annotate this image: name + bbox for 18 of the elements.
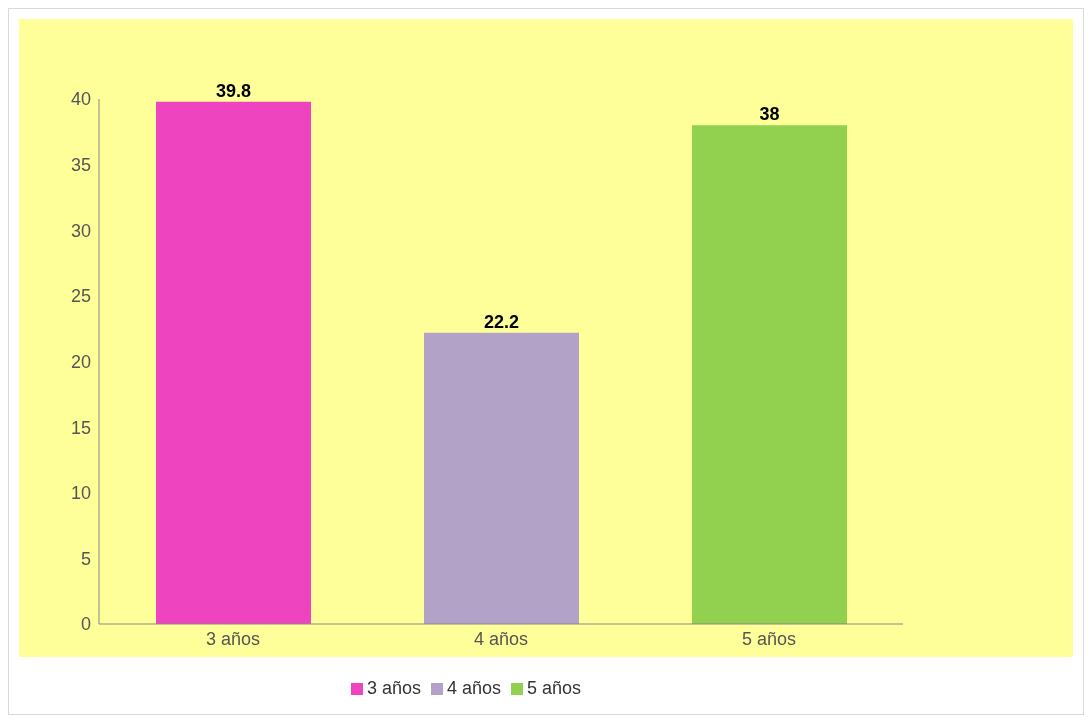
legend-label: 3 años <box>366 678 421 698</box>
y-tick-label: 15 <box>70 417 91 438</box>
y-tick-label: 35 <box>70 155 91 176</box>
x-tick-label: 4 años <box>473 628 529 649</box>
data-label: 38 <box>759 104 780 125</box>
x-tick-label: 3 años <box>205 628 261 649</box>
data-label: 39.8 <box>215 80 252 101</box>
y-tick-label: 10 <box>70 483 91 504</box>
y-tick-label: 20 <box>70 351 91 372</box>
y-tick-label: 30 <box>70 220 91 241</box>
y-tick-label: 25 <box>70 286 91 307</box>
y-tick-label: 5 <box>80 548 91 569</box>
y-tick-label: 40 <box>70 89 91 110</box>
legend-label: 5 años <box>527 678 582 698</box>
legend-label: 4 años <box>446 678 502 698</box>
data-label: 22.2 <box>483 311 520 332</box>
x-tick-label: 5 años <box>741 628 797 649</box>
y-tick-label: 0 <box>80 614 91 635</box>
